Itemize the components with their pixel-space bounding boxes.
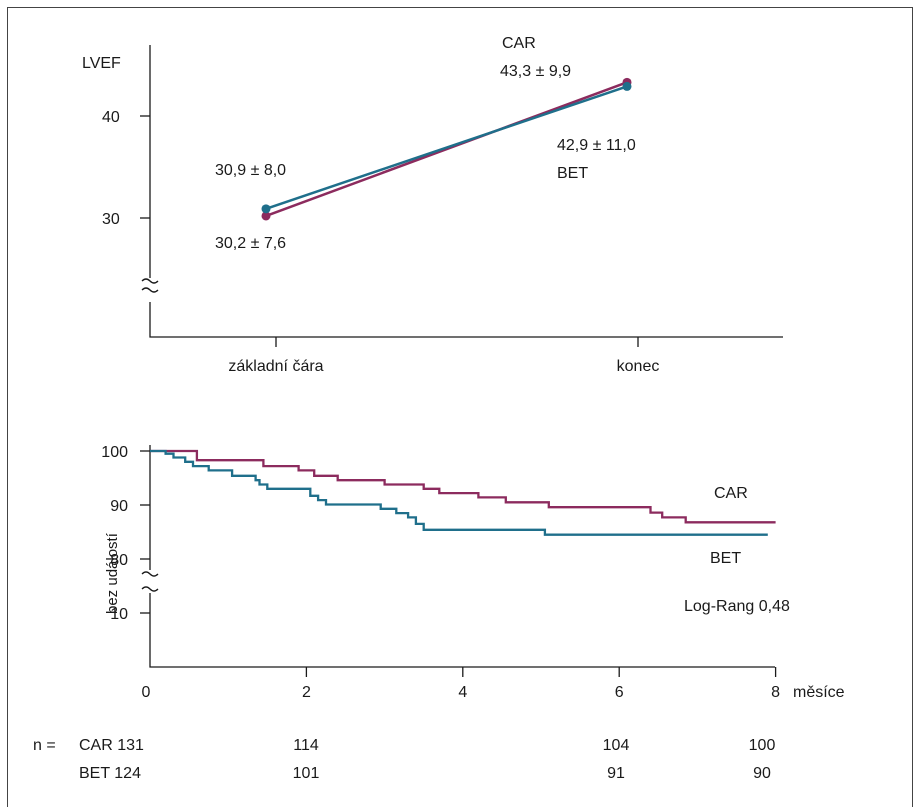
lvef-bet-series-name: BET [557,165,588,182]
at-risk-bet-m6: 91 [607,765,625,782]
lvef-bet-baseline-label: 30,9 ± 8,0 [215,162,286,179]
lvef-car-line [265,81,628,218]
at-risk-prefix: n = [33,737,56,754]
at-risk-car-label: CAR 131 [79,737,144,754]
lvef-x-label-end: konec [617,358,660,375]
lvef-x-label-baseline: základní čára [228,358,323,375]
at-risk-bet-label: BET 124 [79,765,141,782]
km-y-tick-label-10: 10 [110,606,128,623]
lvef-chart: LVEF 40 30 základní čára konec 30,9 ± 8,… [82,35,783,375]
km-x-label: měsíce [793,684,845,701]
km-x-ticks: 0 2 4 6 8 [142,667,780,701]
lvef-bet-point-baseline [261,204,271,214]
km-x-tick-label-2: 2 [302,684,311,701]
lvef-car-end-label: 43,3 ± 9,9 [500,63,571,80]
km-x-tick-label-4: 4 [458,684,467,701]
at-risk-car-m2: 114 [293,737,319,754]
km-bet-curve [150,449,768,536]
km-axis-break [141,571,159,592]
km-x-tick-label-0: 0 [142,684,151,701]
lvef-bet-point-end [622,81,632,91]
km-y-tick-label-100: 100 [101,444,128,461]
at-risk-bet-m2: 101 [293,765,320,782]
lvef-y-label: LVEF [82,55,121,72]
at-risk-car-m8: 100 [749,737,776,754]
km-bet-label: BET [710,550,741,567]
lvef-y-tick-label-30: 30 [102,211,120,228]
lvef-y-tick-label-40: 40 [102,109,120,126]
km-car-curve [150,449,776,524]
lvef-bet-line [265,85,628,211]
km-y-tick-label-80: 80 [110,552,128,569]
km-axes [149,445,775,668]
km-car-label: CAR [714,485,748,502]
lvef-axis-break [141,278,159,293]
lvef-car-baseline-label: 30,2 ± 7,6 [215,235,286,252]
at-risk-bet-m8: 90 [753,765,771,782]
km-y-tick-label-90: 90 [110,498,128,515]
km-chart: bez událostí 100 90 80 10 0 2 4 6 8 měsíce C… [33,444,845,782]
figure-frame [7,7,913,807]
at-risk-car-m6: 104 [603,737,630,754]
km-x-tick-label-6: 6 [615,684,624,701]
lvef-car-series-name: CAR [502,35,536,52]
km-x-tick-label-8: 8 [771,684,780,701]
lvef-car-point-baseline [261,211,271,221]
lvef-bet-end-label: 42,9 ± 11,0 [557,137,636,154]
lvef-axes [149,45,783,338]
km-log-rank: Log-Rang 0,48 [684,598,790,615]
km-y-label: bez událostí [104,532,121,614]
